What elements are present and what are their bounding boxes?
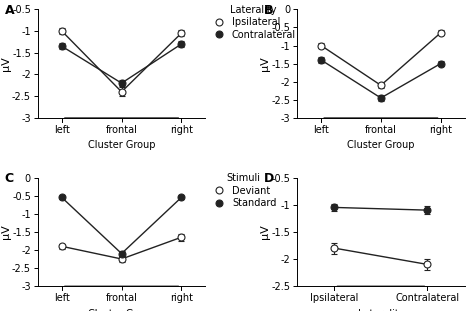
Text: D: D — [264, 172, 274, 185]
Y-axis label: μV: μV — [260, 56, 270, 71]
Y-axis label: μV: μV — [0, 56, 10, 71]
Text: A: A — [4, 4, 14, 17]
Legend: Deviant, Standard: Deviant, Standard — [209, 172, 277, 209]
Text: B: B — [264, 4, 273, 17]
Legend: Deviant, Standard: Deviant, Standard — [468, 172, 474, 209]
X-axis label: Cluster Group: Cluster Group — [88, 309, 155, 311]
X-axis label: Cluster Group: Cluster Group — [347, 140, 415, 151]
X-axis label: Laterality: Laterality — [357, 309, 404, 311]
Y-axis label: μV: μV — [260, 225, 270, 239]
Y-axis label: μV: μV — [0, 225, 10, 239]
Legend: Ipsilateral, Contralateral: Ipsilateral, Contralateral — [209, 4, 297, 41]
Text: C: C — [4, 172, 14, 185]
X-axis label: Cluster Group: Cluster Group — [88, 140, 155, 151]
Legend: Fingers, Cheek: Fingers, Cheek — [468, 4, 474, 41]
